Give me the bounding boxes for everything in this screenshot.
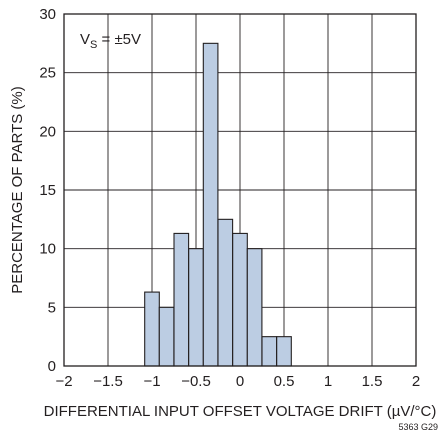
histogram-bar xyxy=(189,249,204,366)
histogram-bar xyxy=(277,337,292,366)
figure-code: 5363 G29 xyxy=(398,422,438,432)
x-tick-labels: −2 −1.5 −1 −0.5 0 0.5 1 1.5 2 xyxy=(55,373,420,390)
histogram-bar xyxy=(247,249,262,366)
x-tick-label: −1.5 xyxy=(93,373,123,390)
y-tick-label: 10 xyxy=(39,241,56,258)
histogram-bar xyxy=(145,292,160,366)
y-tick-label: 5 xyxy=(48,299,56,316)
y-tick-label: 0 xyxy=(48,358,56,375)
histogram-bar xyxy=(218,219,233,366)
annotation-rest: = ±5V xyxy=(97,31,141,48)
y-tick-label: 20 xyxy=(39,123,56,140)
annotation-subscript: S xyxy=(90,39,97,51)
x-tick-label: 0.5 xyxy=(274,373,295,390)
x-tick-label: −1 xyxy=(143,373,160,390)
histogram-bar xyxy=(262,337,277,366)
annotation-main: V xyxy=(80,31,90,48)
y-tick-label: 15 xyxy=(39,182,56,199)
x-tick-label: −0.5 xyxy=(181,373,211,390)
histogram-bar xyxy=(159,307,174,366)
x-tick-label: 0 xyxy=(236,373,244,390)
y-tick-labels: 0 5 10 15 20 25 30 xyxy=(39,6,56,375)
y-axis-title: PERCENTAGE OF PARTS (%) xyxy=(9,86,26,294)
histogram-bar xyxy=(174,233,189,366)
x-tick-label: 1 xyxy=(324,373,332,390)
x-axis-title: DIFFERENTIAL INPUT OFFSET VOLTAGE DRIFT … xyxy=(44,403,437,420)
y-tick-label: 30 xyxy=(39,6,56,23)
histogram-bar xyxy=(203,43,218,366)
supply-voltage-annotation: VS = ±5V xyxy=(80,31,141,51)
x-tick-label: 2 xyxy=(412,373,420,390)
histogram-bars xyxy=(145,43,292,366)
x-tick-label: −2 xyxy=(55,373,72,390)
x-tick-label: 1.5 xyxy=(362,373,383,390)
histogram-bar xyxy=(233,233,248,366)
y-tick-label: 25 xyxy=(39,65,56,82)
